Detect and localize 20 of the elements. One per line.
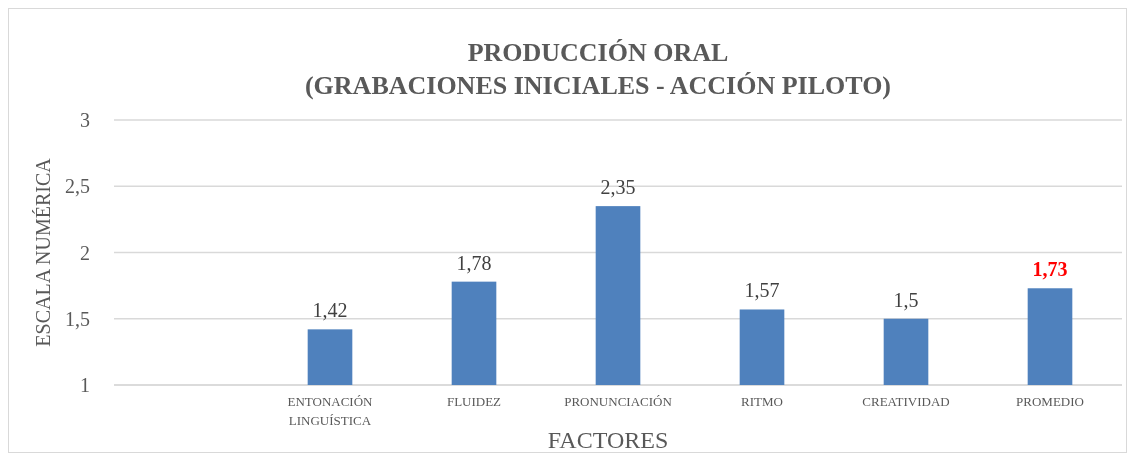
y-tick-label: 1,5 [65,307,90,330]
data-label: 1,5 [893,288,919,311]
data-label: 1,57 [744,279,780,302]
x-tick-label: ENTONACIÓN LINGUÍSTICA [287,394,374,428]
data-label: 1,42 [312,299,348,322]
data-label: 2,35 [600,176,636,199]
y-tick-label: 3 [80,109,90,131]
x-tick-label: PROMEDIO [1016,394,1084,409]
x-tick-label: FLUIDEZ [446,394,502,409]
data-label: 1,78 [456,251,492,274]
y-axis-title: ESCALA NUMÉRICA [32,157,54,347]
x-axis-title: FACTORES [547,427,669,453]
chart-title: PRODUCCIÓN ORAL (GRABACIONES INICIALES - ACCIÓN PILOTO) [304,38,892,100]
x-tick-label: PRONUNCIACIÓN [564,394,673,409]
y-tick-label: 2 [80,241,90,264]
y-tick-label: 1 [80,374,90,396]
y-tick-label: 2,5 [65,175,90,198]
x-tick-label: RITMO [741,394,783,409]
x-tick-label: CREATIVIDAD [862,394,950,409]
annotation: 1,73 [1032,258,1068,281]
